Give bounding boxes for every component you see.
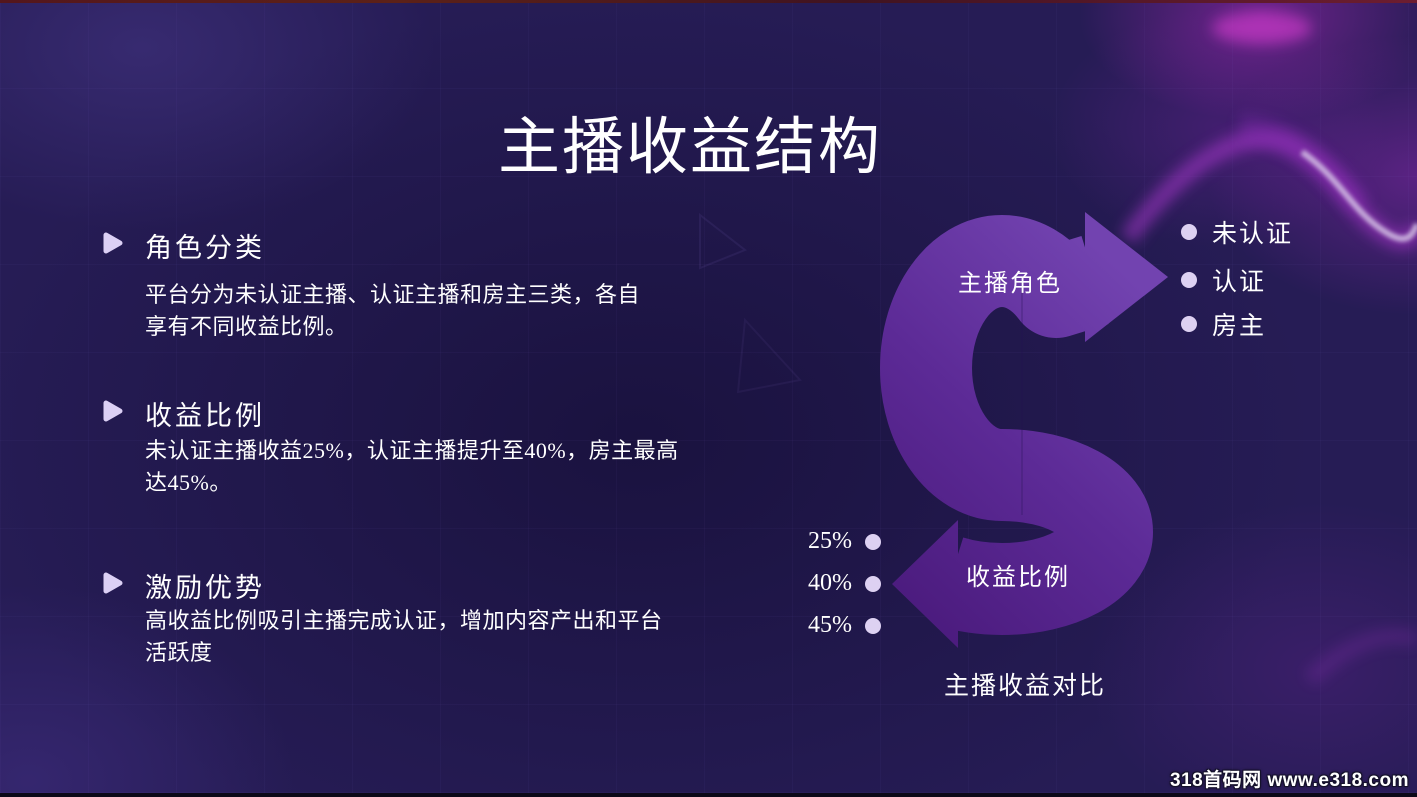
bottom-left-arrowhead-icon	[892, 520, 958, 648]
s-curve-arrow-diagram	[880, 212, 1168, 648]
role-list-item: 未认证	[1181, 214, 1293, 250]
top-edge-strip	[0, 0, 1417, 3]
bullet-triangle-icon	[103, 400, 123, 422]
bullet-triangle-icon	[103, 572, 123, 594]
bullet-dot-icon	[865, 617, 881, 634]
bullet-dot-icon	[1181, 224, 1197, 240]
bullet-dot-icon	[1181, 272, 1197, 288]
section-body-line: 平台分为未认证主播、认证主播和房主三类，各自	[145, 282, 641, 307]
s-band	[880, 215, 1153, 635]
role-list-item: 房主	[1181, 306, 1266, 342]
section-body-line: 享有不同收益比例。	[145, 314, 348, 339]
role-label: 房主	[1212, 313, 1267, 340]
watermark: 318首码网 www.e318.com	[1169, 770, 1409, 791]
role-label: 认证	[1212, 269, 1267, 296]
section-body-line: 活跃度	[145, 640, 213, 665]
section-heading: 激励优势	[145, 573, 265, 603]
percentage-list-item: 25%	[771, 528, 881, 555]
bottom-arrow-label: 收益比例	[966, 565, 1070, 591]
section-heading: 角色分类	[145, 233, 265, 263]
section-body: 未认证主播收益25%，认证主播提升至40%，房主最高 达45%。	[145, 435, 679, 499]
section-body-line: 达45%。	[145, 470, 232, 495]
bottom-edge-strip	[0, 793, 1417, 797]
top-right-arrowhead-icon	[1085, 212, 1168, 342]
bullet-dot-icon	[865, 533, 881, 550]
page-title: 主播收益结构	[497, 114, 882, 182]
bullet-dot-icon	[865, 575, 881, 592]
section-body: 高收益比例吸引主播完成认证，增加内容产出和平台 活跃度	[145, 605, 663, 669]
role-label: 未认证	[1212, 221, 1294, 248]
percentage-label: 45%	[808, 612, 852, 638]
section-body-line: 未认证主播收益25%，认证主播提升至40%，房主最高	[145, 438, 679, 463]
section-body-line: 高收益比例吸引主播完成认证，增加内容产出和平台	[145, 608, 663, 633]
percentage-label: 40%	[808, 570, 852, 596]
role-list-item: 认证	[1181, 262, 1266, 298]
bullet-triangle-icon	[103, 232, 123, 254]
section-body: 平台分为未认证主播、认证主播和房主三类，各自 享有不同收益比例。	[145, 279, 640, 343]
top-arrow-label: 主播角色	[958, 271, 1062, 297]
section-heading: 收益比例	[145, 401, 265, 431]
percentage-label: 25%	[808, 528, 852, 554]
bullet-dot-icon	[1181, 316, 1197, 332]
percentage-list-item: 45%	[771, 612, 881, 639]
percentage-list-item: 40%	[771, 570, 881, 597]
diagram-caption: 主播收益对比	[943, 673, 1106, 700]
